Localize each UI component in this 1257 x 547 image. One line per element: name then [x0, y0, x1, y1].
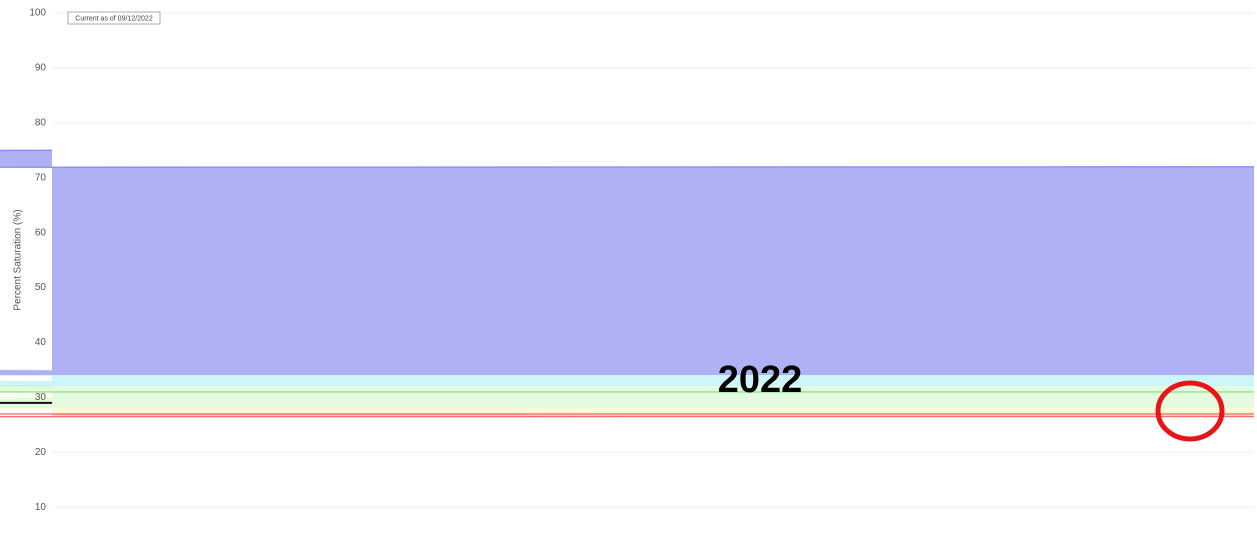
bands [0, 150, 1254, 417]
y-tick-label: 20 [35, 447, 47, 458]
y-axis-title: Percent Saturation (%) [13, 209, 24, 310]
y-tick-label: 30 [35, 392, 47, 403]
band [0, 150, 1254, 376]
y-tick-label: 50 [35, 282, 47, 293]
y-tick-label: 40 [35, 337, 47, 348]
labels: Percent Saturation (%) Current as of 09/… [13, 8, 1225, 513]
highlight-circle [1155, 380, 1225, 442]
y-tick-label: 90 [35, 63, 47, 74]
band [0, 380, 1254, 392]
y-tick-label: 70 [35, 172, 47, 183]
y-tick-label: 60 [35, 227, 47, 238]
y-tick-label: 100 [29, 8, 46, 19]
band [0, 369, 1254, 387]
y-tick-label: 10 [35, 502, 47, 513]
annotation: Current as of 09/12/2022 [75, 15, 153, 22]
band [0, 413, 1254, 417]
y-tick-label: 80 [35, 117, 47, 128]
current-line [0, 401, 53, 404]
band [0, 397, 1254, 414]
annotation: 2022 [718, 359, 803, 401]
annotation-box [67, 11, 161, 25]
band [0, 386, 1254, 409]
